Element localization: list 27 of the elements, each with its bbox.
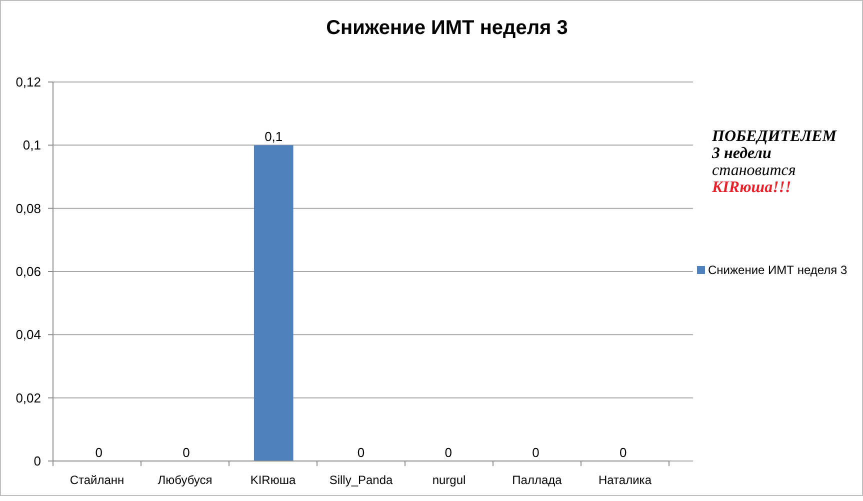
text: KIRюша!!! bbox=[711, 179, 792, 196]
text: ПОБЕДИТЕЛЕМ bbox=[711, 128, 838, 145]
y-tick-label: 0,06 bbox=[16, 264, 41, 280]
x-tick-label: Silly_Panda bbox=[329, 473, 394, 487]
text: 3 недели bbox=[711, 145, 772, 162]
legend-label: Снижение ИМТ неделя 3 bbox=[708, 263, 848, 278]
x-tick-label: nurgul bbox=[432, 473, 466, 487]
x-tick-label: Любубуся bbox=[158, 473, 212, 487]
data-label: 0,1 bbox=[264, 129, 283, 144]
x-tick-label: KIRюша bbox=[250, 473, 296, 487]
data-label: 0 bbox=[182, 445, 190, 460]
data-label: 0 bbox=[532, 445, 540, 460]
x-tick-label: Паллада bbox=[512, 473, 562, 487]
data-label: 0 bbox=[95, 445, 102, 460]
x-tick-label: Наталика bbox=[598, 473, 652, 487]
data-label: 0 bbox=[620, 445, 627, 460]
y-tick-label: 0,02 bbox=[16, 390, 41, 406]
y-tick-label: 0,04 bbox=[16, 327, 41, 342]
y-tick-label: 0 bbox=[34, 454, 41, 469]
data-label: 0 bbox=[444, 445, 452, 460]
x-tick-label: Стайланн bbox=[70, 473, 124, 487]
y-tick-label: 0,08 bbox=[16, 200, 41, 216]
y-tick-label: 0,12 bbox=[16, 74, 41, 90]
data-label: 0 bbox=[357, 445, 365, 460]
chart-title: Снижение ИМТ неделя 3 bbox=[326, 17, 568, 39]
y-tick-label: 0,1 bbox=[22, 138, 41, 153]
text: становится bbox=[712, 162, 796, 179]
